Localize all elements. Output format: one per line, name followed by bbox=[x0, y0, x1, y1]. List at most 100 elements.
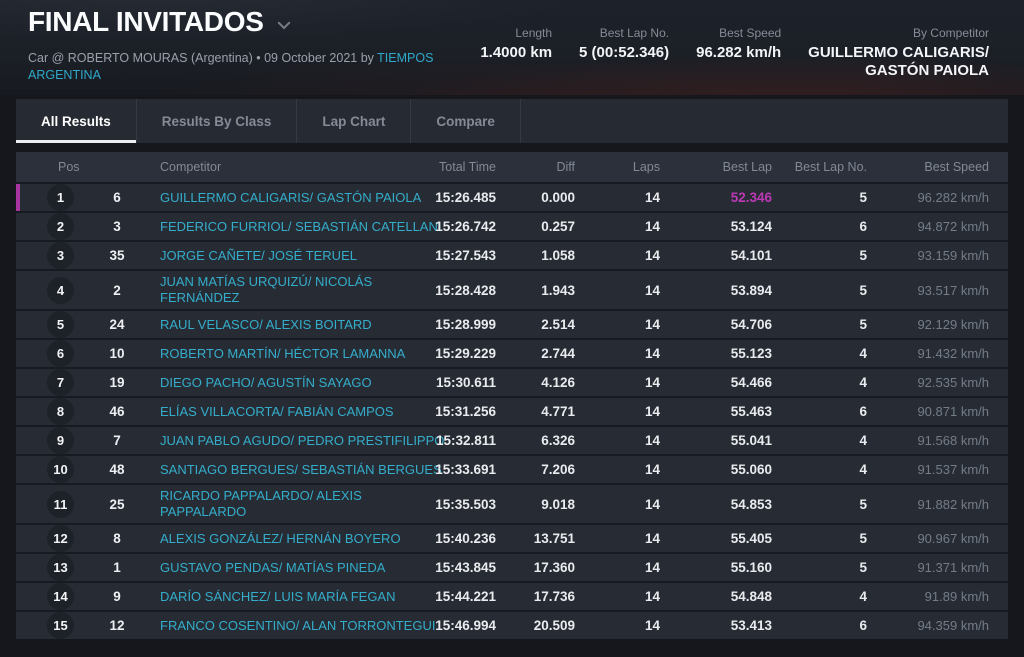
best-lap-no: 6 bbox=[859, 618, 867, 633]
best-lap-no: 5 bbox=[859, 190, 867, 205]
competitor-link[interactable]: FRANCO COSENTINO/ ALAN TORRONTEGUI bbox=[160, 617, 436, 633]
position-cell: 9 bbox=[16, 427, 88, 454]
best-lap: 55.160 bbox=[730, 560, 772, 575]
position-cell: 12 bbox=[16, 525, 88, 552]
car-number: 35 bbox=[109, 248, 125, 263]
competitor-link[interactable]: RAUL VELASCO/ ALEXIS BOITARD bbox=[160, 316, 372, 332]
table-row[interactable]: 15 12 FRANCO COSENTINO/ ALAN TORRONTEGUI… bbox=[16, 610, 1008, 639]
laps: 14 bbox=[644, 346, 660, 361]
competitor-link[interactable]: GUSTAVO PENDAS/ MATÍAS PINEDA bbox=[160, 559, 386, 575]
best-lap: 52.346 bbox=[730, 190, 772, 205]
table-row[interactable]: 13 1 GUSTAVO PENDAS/ MATÍAS PINEDA 15:43… bbox=[16, 552, 1008, 581]
car-number: 2 bbox=[113, 282, 121, 298]
chevron-down-icon[interactable] bbox=[275, 16, 293, 34]
tab-compare[interactable]: Compare bbox=[411, 99, 521, 143]
competitor-link[interactable]: JUAN PABLO AGUDO/ PEDRO PRESTIFILIPPO bbox=[160, 432, 445, 448]
best-lap-no: 4 bbox=[859, 589, 867, 604]
best-speed: 91.432 km/h bbox=[917, 346, 989, 361]
car-number: 3 bbox=[113, 219, 121, 234]
best-lap-no: 4 bbox=[859, 375, 867, 390]
best-speed: 92.129 km/h bbox=[917, 317, 989, 332]
table-row[interactable]: 1 6 GUILLERMO CALIGARIS/ GASTÓN PAIOLA 1… bbox=[16, 182, 1008, 211]
table-row[interactable]: 6 10 ROBERTO MARTÍN/ HÉCTOR LAMANNA 15:2… bbox=[16, 338, 1008, 367]
stat-value: 5 (00:52.346) bbox=[579, 44, 670, 61]
position-cell: 11 bbox=[16, 490, 88, 518]
best-lap: 55.123 bbox=[730, 346, 772, 361]
competitor-link[interactable]: RICARDO PAPPALARDO/ ALEXIS PAPPALARDO bbox=[160, 488, 362, 519]
best-lap-no: 4 bbox=[859, 433, 867, 448]
position-badge: 12 bbox=[47, 525, 74, 552]
position-cell: 5 bbox=[16, 311, 88, 338]
competitor-link[interactable]: ALEXIS GONZÁLEZ/ HERNÁN BOYERO bbox=[160, 530, 401, 546]
stat-value: 96.282 km/h bbox=[696, 44, 782, 61]
position-cell: 4 bbox=[16, 276, 88, 304]
best-speed: 94.872 km/h bbox=[917, 219, 989, 234]
best-lap-no: 5 bbox=[859, 496, 867, 512]
laps: 14 bbox=[644, 282, 660, 298]
table-row[interactable]: 8 46 ELÍAS VILLACORTA/ FABIÁN CAMPOS 15:… bbox=[16, 396, 1008, 425]
table-row[interactable]: 5 24 RAUL VELASCO/ ALEXIS BOITARD 15:28.… bbox=[16, 309, 1008, 338]
competitor-link[interactable]: DIEGO PACHO/ AGUSTÍN SAYAGO bbox=[160, 374, 372, 390]
competitor-link[interactable]: DARÍO SÁNCHEZ/ LUIS MARÍA FEGAN bbox=[160, 588, 396, 604]
column-header-best-speed: Best Speed bbox=[924, 160, 989, 174]
laps: 14 bbox=[644, 589, 660, 604]
stat-by-competitor: By Competitor GUILLERMO CALIGARIS/ GASTÓ… bbox=[808, 26, 989, 80]
tab-label: Compare bbox=[436, 113, 495, 129]
best-speed: 91.537 km/h bbox=[917, 462, 989, 477]
best-lap-no: 5 bbox=[859, 282, 867, 298]
car-number: 25 bbox=[109, 496, 125, 512]
best-lap: 55.405 bbox=[730, 531, 772, 546]
total-time: 15:31.256 bbox=[435, 404, 496, 419]
laps: 14 bbox=[644, 190, 660, 205]
competitor-link[interactable]: ELÍAS VILLACORTA/ FABIÁN CAMPOS bbox=[160, 403, 394, 419]
total-time: 15:28.999 bbox=[435, 317, 496, 332]
table-row[interactable]: 10 48 SANTIAGO BERGUES/ SEBASTIÁN BERGUE… bbox=[16, 454, 1008, 483]
best-lap: 53.894 bbox=[730, 282, 772, 298]
tab-all-results[interactable]: All Results bbox=[16, 99, 137, 143]
laps: 14 bbox=[644, 317, 660, 332]
position-badge: 15 bbox=[47, 612, 74, 639]
competitor-link[interactable]: ROBERTO MARTÍN/ HÉCTOR LAMANNA bbox=[160, 345, 406, 361]
best-lap-no: 4 bbox=[859, 346, 867, 361]
page-header: FINAL INVITADOS Car @ ROBERTO MOURAS (Ar… bbox=[0, 0, 1024, 95]
diff: 1.943 bbox=[541, 282, 575, 298]
competitor-link[interactable]: GUILLERMO CALIGARIS/ GASTÓN PAIOLA bbox=[160, 189, 422, 205]
table-row[interactable]: 2 3 FEDERICO FURRIOL/ SEBASTIÁN CATELLAN… bbox=[16, 211, 1008, 240]
table-row[interactable]: 12 8 ALEXIS GONZÁLEZ/ HERNÁN BOYERO 15:4… bbox=[16, 523, 1008, 552]
best-speed: 92.535 km/h bbox=[917, 375, 989, 390]
competitor-link[interactable]: SANTIAGO BERGUES/ SEBASTIÁN BERGUES bbox=[160, 461, 442, 477]
competitor-link[interactable]: JORGE CAÑETE/ JOSÉ TERUEL bbox=[160, 247, 357, 263]
column-header-best-lap: Best Lap bbox=[722, 160, 772, 174]
table-row[interactable]: 11 25 RICARDO PAPPALARDO/ ALEXIS PAPPALA… bbox=[16, 483, 1008, 523]
stat-value: GUILLERMO CALIGARIS/ GASTÓN PAIOLA bbox=[808, 44, 989, 79]
table-row[interactable]: 14 9 DARÍO SÁNCHEZ/ LUIS MARÍA FEGAN 15:… bbox=[16, 581, 1008, 610]
tab-lap-chart[interactable]: Lap Chart bbox=[297, 99, 412, 143]
best-speed: 91.371 km/h bbox=[917, 560, 989, 575]
competitor-link[interactable]: FEDERICO FURRIOL/ SEBASTIÁN CATELLANI bbox=[160, 218, 442, 234]
total-time: 15:46.994 bbox=[435, 618, 496, 633]
stat-length: Length 1.4000 km bbox=[480, 26, 552, 62]
total-time: 15:40.236 bbox=[435, 531, 496, 546]
total-time: 15:35.503 bbox=[435, 496, 496, 512]
table-row[interactable]: 3 35 JORGE CAÑETE/ JOSÉ TERUEL 15:27.543… bbox=[16, 240, 1008, 269]
best-lap: 55.060 bbox=[730, 462, 772, 477]
car-number: 10 bbox=[109, 346, 125, 361]
laps: 14 bbox=[644, 531, 660, 546]
tab-label: Lap Chart bbox=[322, 113, 386, 129]
position-cell: 2 bbox=[16, 213, 88, 240]
diff: 13.751 bbox=[533, 531, 575, 546]
diff: 2.744 bbox=[541, 346, 575, 361]
organizer-link[interactable]: TIEMPOS ARGENTINA bbox=[28, 51, 434, 82]
position-badge: 14 bbox=[47, 583, 74, 610]
competitor-link[interactable]: JUAN MATÍAS URQUIZÚ/ NICOLÁS FERNÁNDEZ bbox=[160, 274, 373, 305]
diff: 4.126 bbox=[541, 375, 575, 390]
tab-label: Results By Class bbox=[161, 113, 272, 129]
laps: 14 bbox=[644, 219, 660, 234]
table-row[interactable]: 7 19 DIEGO PACHO/ AGUSTÍN SAYAGO 15:30.6… bbox=[16, 367, 1008, 396]
total-time: 15:30.611 bbox=[435, 375, 496, 390]
tab-results-by-class[interactable]: Results By Class bbox=[137, 99, 298, 143]
best-speed: 93.159 km/h bbox=[917, 248, 989, 263]
table-row[interactable]: 4 2 JUAN MATÍAS URQUIZÚ/ NICOLÁS FERNÁND… bbox=[16, 269, 1008, 309]
table-row[interactable]: 9 7 JUAN PABLO AGUDO/ PEDRO PRESTIFILIPP… bbox=[16, 425, 1008, 454]
total-time: 15:43.845 bbox=[435, 560, 496, 575]
